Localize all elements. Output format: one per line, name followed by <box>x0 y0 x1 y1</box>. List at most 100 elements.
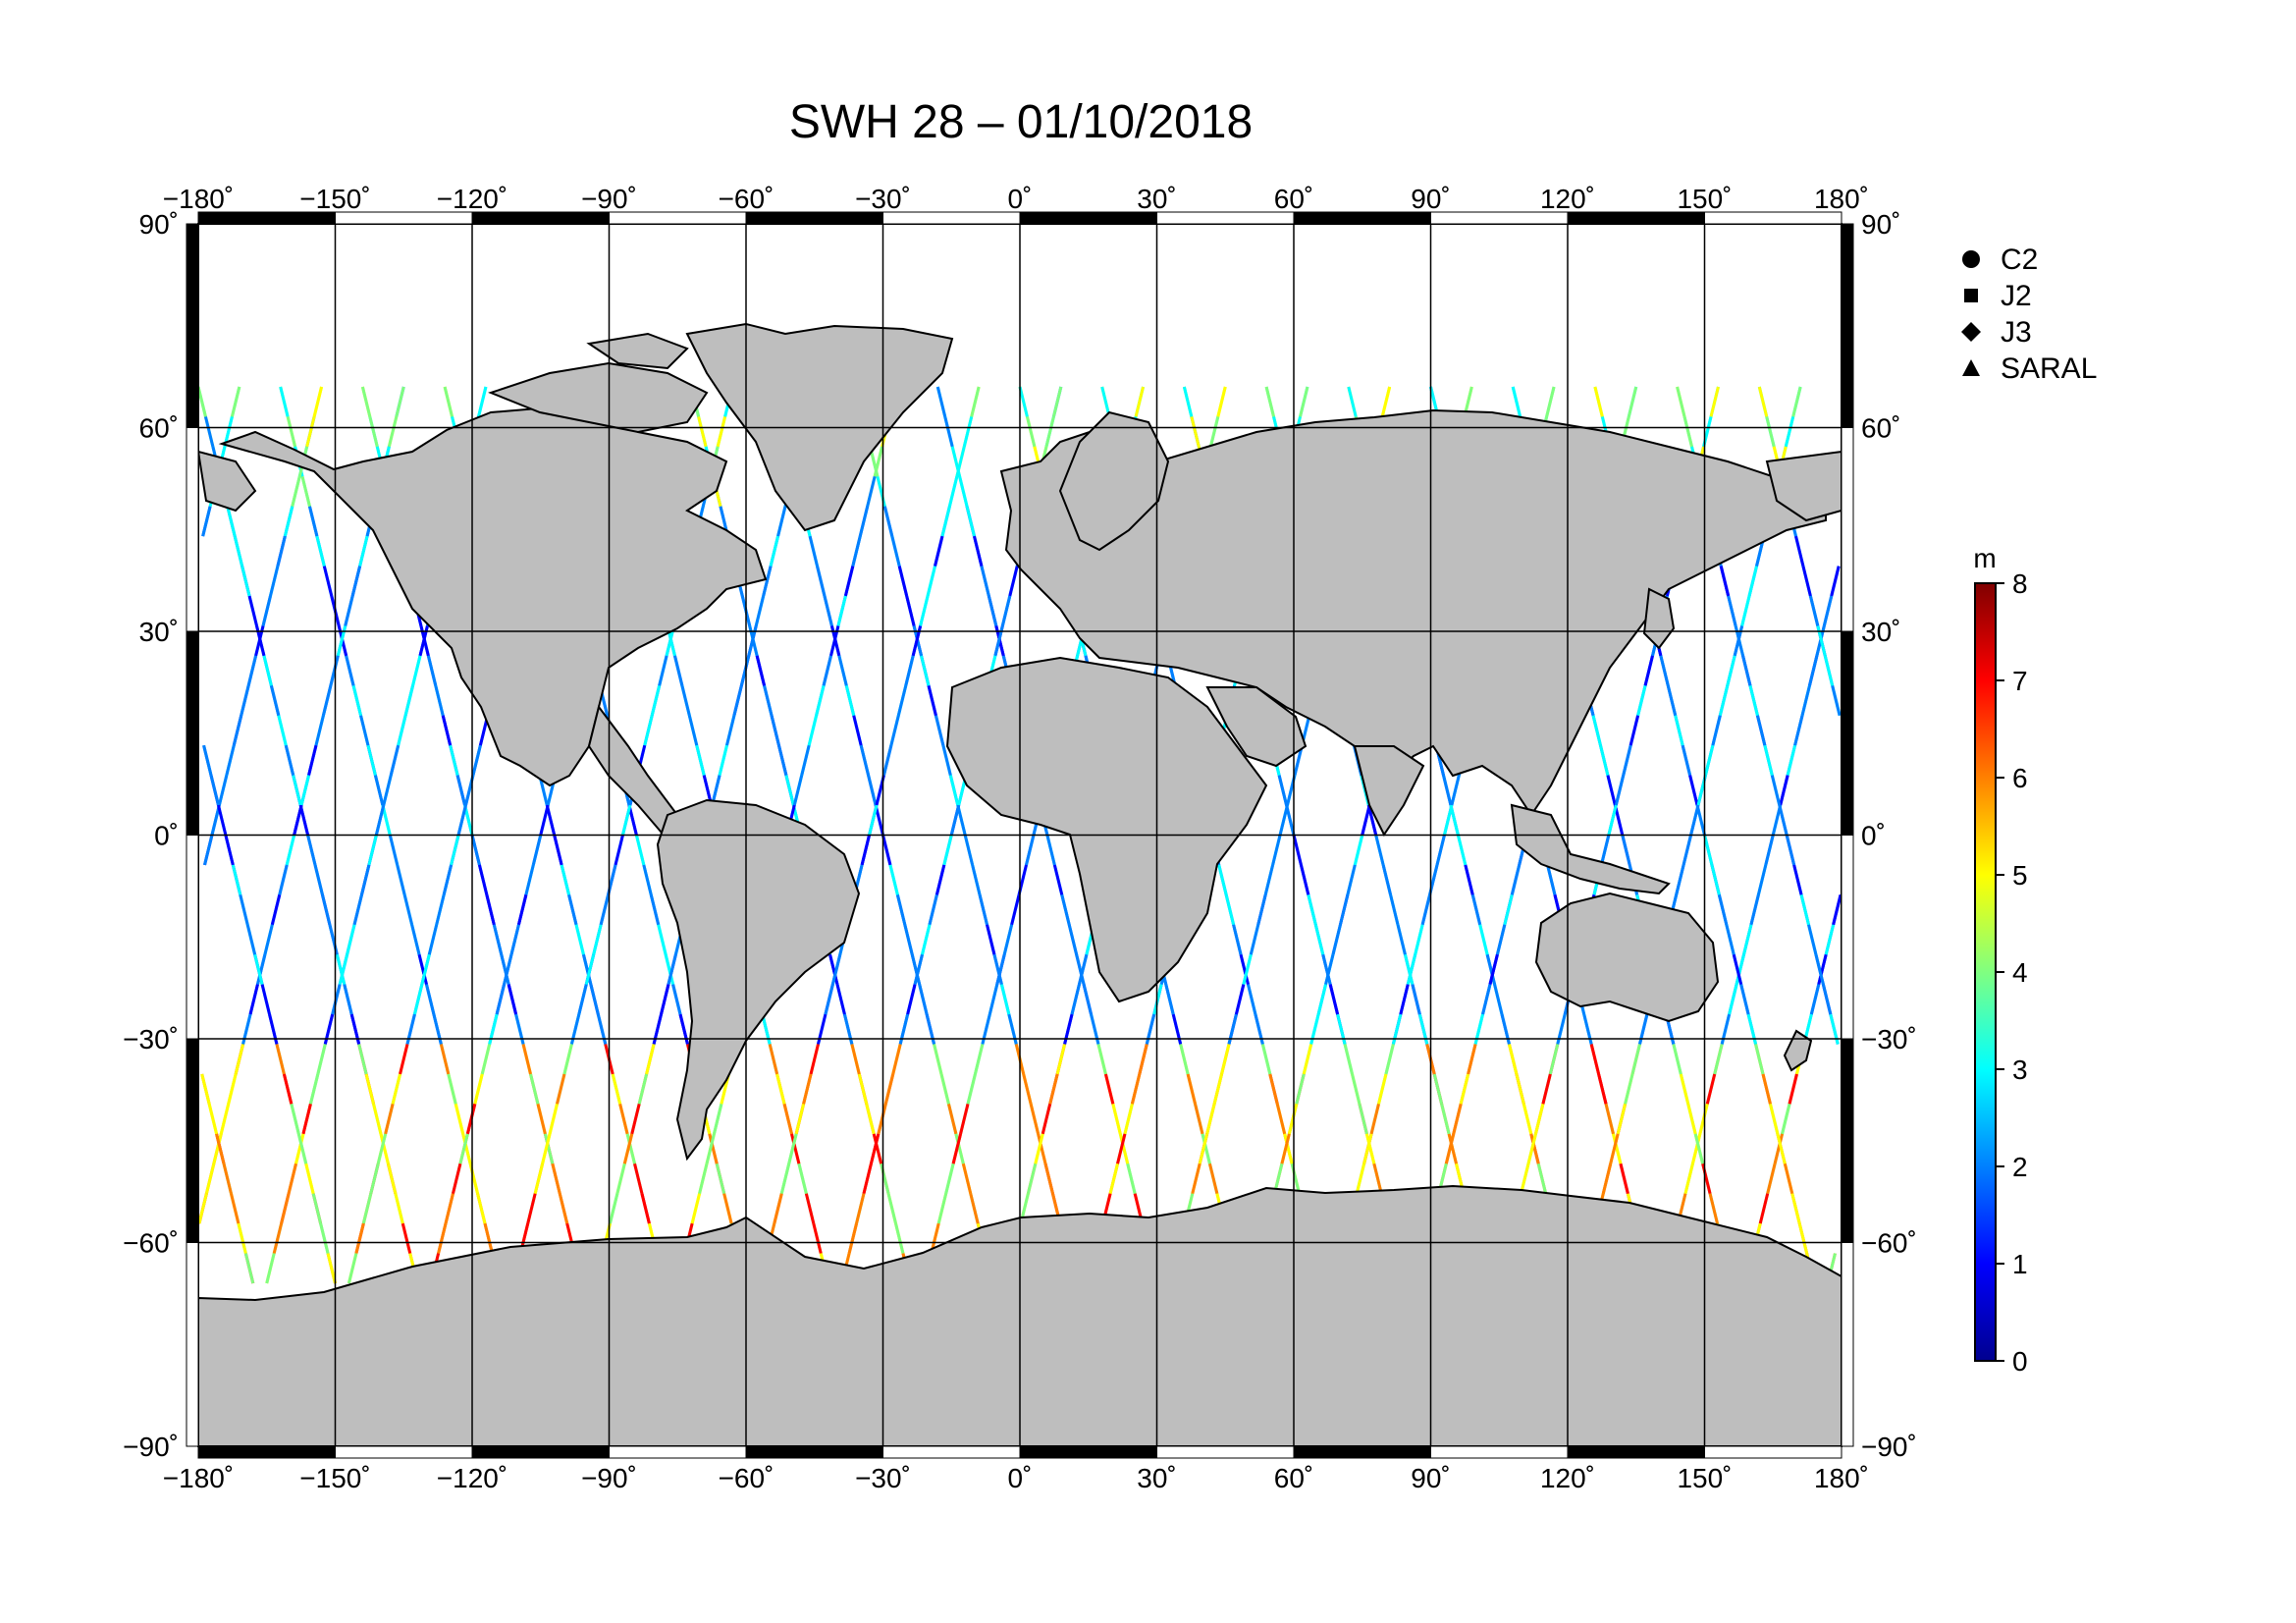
track-segment <box>1111 1104 1122 1135</box>
lat-label-left: 0˚ <box>154 821 179 851</box>
track-segment <box>346 924 356 955</box>
frame-bottom-segment <box>1293 1445 1431 1459</box>
track-segment <box>224 835 235 866</box>
track-segment <box>698 1163 709 1195</box>
track-segment <box>868 804 879 836</box>
track-segment <box>1604 1104 1615 1135</box>
track-segment <box>843 566 855 597</box>
track-segment <box>1807 655 1819 686</box>
track-segment <box>883 1073 895 1105</box>
track-segment <box>1396 924 1407 955</box>
legend-item-j2: J2 <box>1964 280 2032 312</box>
track-segment <box>285 835 296 866</box>
track-segment <box>452 1163 462 1195</box>
lon-label-bottom: −90˚ <box>581 1463 637 1493</box>
track-segment <box>269 566 280 597</box>
track-segment <box>351 684 362 717</box>
track-segment <box>872 1133 883 1164</box>
track-segment <box>461 1133 472 1164</box>
track-segment <box>299 775 310 806</box>
track-segment <box>941 744 952 776</box>
track-segment <box>1599 835 1611 866</box>
track-segment <box>891 1044 902 1075</box>
track-segment <box>1621 835 1631 866</box>
track-segment <box>1764 835 1775 866</box>
track-segment <box>1781 1104 1791 1135</box>
track-segment <box>1597 1073 1608 1105</box>
track-segment <box>867 775 878 806</box>
track-segment <box>1389 894 1400 926</box>
track-segment <box>940 506 951 537</box>
track-segment <box>1485 953 1497 986</box>
track-segment <box>455 775 467 806</box>
track-segment <box>388 835 400 866</box>
track-segment <box>1442 775 1453 806</box>
track-segment <box>943 416 954 448</box>
track-segment <box>247 595 258 626</box>
track-segment <box>217 775 229 806</box>
track-segment <box>344 595 354 626</box>
track-segment <box>608 1193 619 1224</box>
track-segment <box>1545 386 1556 417</box>
frame-right-segment <box>1841 630 1854 836</box>
track-segment <box>283 506 294 537</box>
track-segment <box>618 1104 629 1135</box>
track-segment <box>202 744 213 776</box>
track-segment <box>1619 1163 1629 1195</box>
track-segment <box>507 984 518 1015</box>
track-segment <box>913 953 924 986</box>
track-segment <box>539 804 550 836</box>
track-segment <box>858 506 870 537</box>
colorbar-tick-label: 0 <box>2012 1346 2028 1377</box>
track-segment <box>987 595 998 626</box>
lon-label-bottom: −150˚ <box>299 1463 370 1493</box>
track-segment <box>1748 684 1759 717</box>
track-segment <box>1045 835 1056 866</box>
track-segment <box>1831 684 1842 717</box>
track-segment <box>1268 1073 1279 1105</box>
track-segment <box>397 715 407 746</box>
track-segment <box>1025 416 1037 448</box>
track-segment <box>1152 984 1163 1015</box>
lon-label-top: 90˚ <box>1411 184 1450 214</box>
track-segment <box>567 894 578 926</box>
colorbar-tick-label: 1 <box>2012 1249 2028 1279</box>
track-segment <box>1067 924 1079 955</box>
track-segment <box>1809 984 1821 1015</box>
legend-label: J2 <box>2001 280 2032 312</box>
track-segment <box>230 1193 240 1224</box>
land-australia <box>1534 892 1720 1023</box>
track-segment <box>1735 953 1745 986</box>
track-segment <box>1778 804 1789 836</box>
track-segment <box>1002 924 1014 955</box>
track-segment <box>896 684 908 717</box>
track-segment <box>263 924 274 955</box>
frame-left-segment <box>186 223 199 428</box>
track-segment <box>280 1193 291 1224</box>
track-segment <box>830 953 842 986</box>
track-segment <box>1814 953 1825 986</box>
track-segment <box>935 386 947 417</box>
track-segment <box>1179 1044 1190 1075</box>
track-segment <box>1739 984 1750 1015</box>
track-segment <box>574 924 585 955</box>
track-segment <box>1347 386 1358 417</box>
track-segment <box>894 1222 905 1254</box>
track-segment <box>358 535 369 567</box>
track-segment <box>620 804 632 836</box>
colorbar-tick-label: 2 <box>2012 1152 2028 1182</box>
track-segment <box>1224 894 1236 926</box>
track-segment <box>411 655 422 686</box>
track-segment <box>389 744 400 776</box>
frame-bottom-segment <box>1430 1445 1569 1459</box>
track-segment <box>265 1253 276 1284</box>
track-segment <box>847 1222 858 1254</box>
track-segment <box>373 775 385 806</box>
track-segment <box>1346 864 1357 895</box>
track-segment <box>910 953 922 986</box>
track-segment <box>828 953 839 986</box>
track-segment <box>1520 1163 1530 1195</box>
track-segment <box>1614 775 1626 806</box>
track-segment <box>787 1133 798 1164</box>
track-segment <box>1529 1133 1540 1164</box>
